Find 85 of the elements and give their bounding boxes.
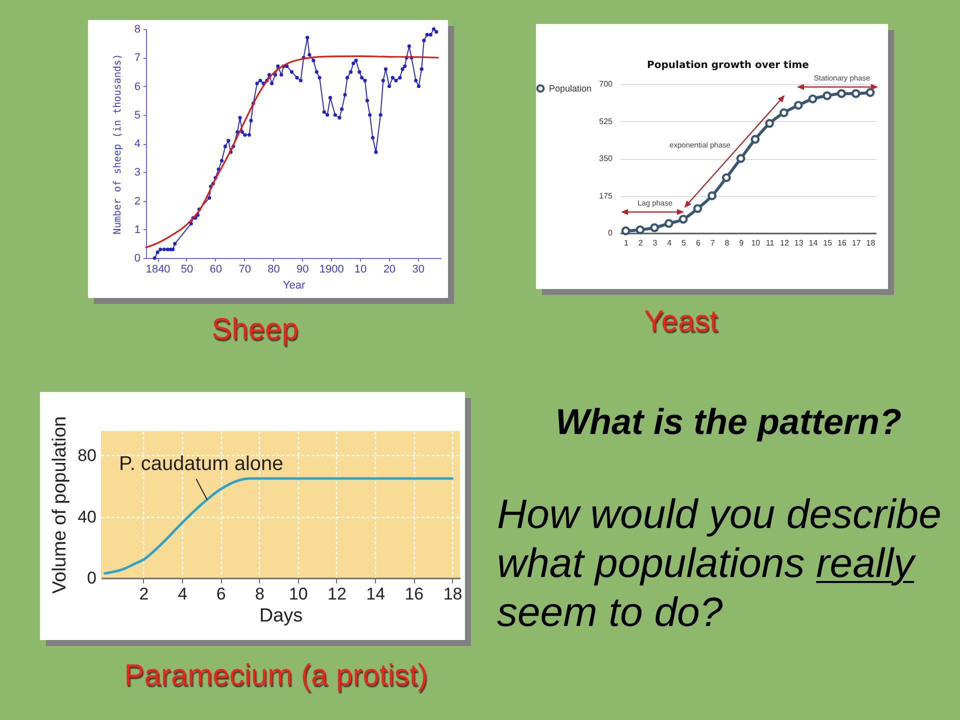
x-tick-label: 70 [238, 264, 251, 276]
x-tick-label: 60 [210, 264, 222, 276]
x-tick-label: 6 [696, 238, 701, 248]
x-tick-label: 8 [724, 238, 730, 248]
y-tick-label: 7 [134, 52, 140, 64]
text: Yeast [644, 305, 718, 339]
x-axis-title: Year [282, 280, 306, 292]
x-tick-label: 15 [823, 238, 833, 248]
x-tick-label: 30 [412, 264, 424, 276]
y-tick-label: 700 [599, 80, 614, 88]
x-tick-label: 18 [866, 238, 876, 248]
x-tick-label: 10 [354, 264, 367, 276]
y-tick-label: 4 [134, 138, 140, 150]
y-tick-label: 525 [599, 116, 614, 126]
text: Sheep [212, 313, 298, 347]
annotation: P. caudatum alone [119, 452, 284, 475]
x-tick-label: 14 [366, 584, 386, 604]
point [722, 173, 731, 182]
x-tick-label: 9 [739, 238, 744, 248]
point [636, 225, 645, 234]
x-tick-label: 17 [852, 238, 862, 248]
point [650, 223, 659, 232]
x-tick-label: 10 [751, 238, 761, 248]
y-tick-label: 5 [134, 109, 140, 122]
point [736, 154, 746, 163]
y-tick-label: 80 [78, 446, 96, 465]
x-tick-label: 6 [216, 584, 226, 604]
x-tick-label: 7 [710, 238, 716, 248]
x-tick-label: 2 [638, 238, 644, 248]
x-tick-label: 13 [794, 238, 804, 248]
x-tick-label: 12 [780, 238, 790, 248]
point [822, 91, 832, 100]
y-tick-label: 2 [134, 195, 140, 208]
text: How would you describe what populations really seem to do? [497, 491, 942, 635]
x-tick-label: 1900 [319, 264, 344, 276]
y-tick-label: 40 [78, 507, 96, 526]
point [765, 118, 774, 128]
y-axis-title: Volume of population [50, 416, 71, 594]
y-tick-label: 0 [87, 568, 96, 588]
y-tick-label: 0 [134, 252, 140, 264]
point [837, 89, 846, 98]
y-tick-label: 175 [599, 191, 614, 200]
x-tick-label: 4 [667, 238, 672, 248]
x-tick-label: 18 [443, 584, 462, 604]
x-tick-label: 10 [288, 584, 308, 604]
x-tick-label: 1840 [146, 264, 170, 276]
y-tick-label: 8 [134, 24, 140, 36]
point [708, 191, 716, 200]
y-axis-title: Number of sheep (in thousands) [112, 54, 124, 234]
x-tick-label: 4 [178, 584, 188, 604]
x-axis-title: Days [259, 606, 303, 626]
line-series [145, 55, 439, 248]
line-series [104, 477, 454, 575]
point [780, 108, 788, 118]
y-tick-label: 350 [599, 154, 614, 163]
x-tick-label: 50 [180, 264, 194, 276]
x-tick-label: 80 [268, 264, 280, 276]
text: What is the pattern? [554, 401, 902, 443]
x-tick-label: 3 [652, 238, 658, 248]
legend-label: Population [549, 84, 592, 94]
x-tick-label: 90 [296, 264, 309, 276]
x-tick-label: 5 [682, 238, 687, 248]
x-tick-label: 1 [624, 238, 630, 248]
point [851, 89, 860, 98]
x-tick-label: 11 [766, 238, 775, 248]
point [808, 94, 818, 104]
point [794, 100, 803, 110]
y-tick-label: 0 [608, 228, 614, 238]
text: Paramecium (a protist) [124, 659, 428, 693]
x-tick-label: 16 [838, 238, 847, 248]
y-tick-label: 6 [134, 80, 140, 93]
y-tick-label: 1 [134, 224, 140, 236]
point [678, 214, 688, 224]
x-tick-label: 12 [328, 584, 346, 604]
x-tick-label: 20 [383, 264, 396, 276]
x-tick-label: 14 [808, 238, 818, 248]
point [866, 88, 875, 97]
chart-title: Population growth over time [647, 60, 810, 71]
point [664, 218, 674, 228]
x-tick-label: 16 [404, 584, 424, 604]
point [621, 226, 630, 236]
point [693, 204, 702, 213]
x-tick-label: 8 [255, 584, 265, 604]
y-tick-label: 3 [134, 166, 140, 179]
point [750, 134, 760, 144]
